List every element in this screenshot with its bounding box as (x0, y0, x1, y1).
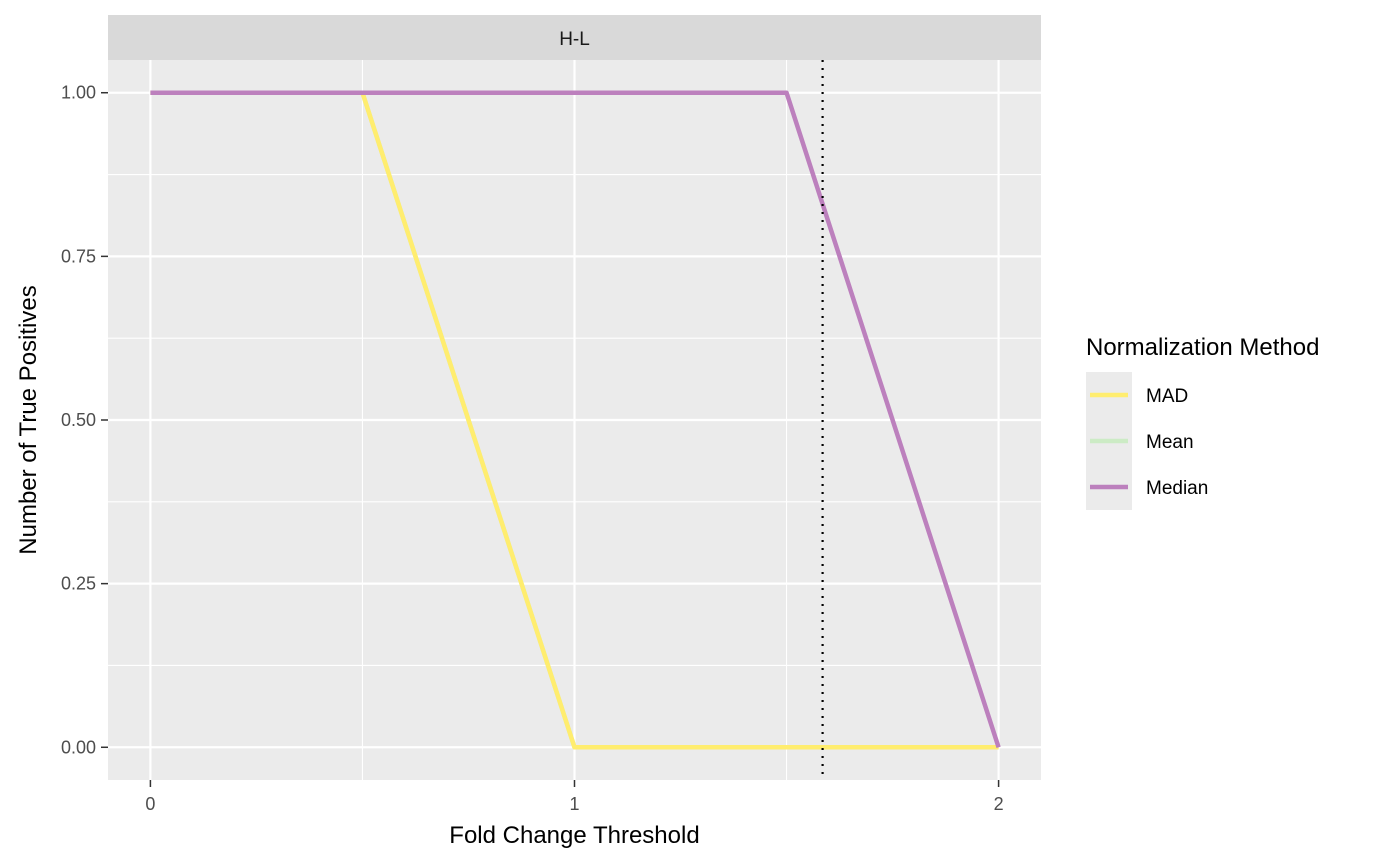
x-axis-title: Fold Change Threshold (449, 822, 699, 849)
x-tick-label: 1 (569, 794, 579, 814)
y-axis-title: Number of True Positives (15, 285, 42, 554)
y-tick-label: 0.50 (61, 410, 96, 430)
legend-label: MAD (1146, 386, 1188, 407)
axes: 0.00 0.25 0.50 0.75 1.00 0 1 2 Fold Change Thres… (15, 83, 1004, 849)
legend: Normalization Method MAD Mean Median (1086, 334, 1319, 510)
facet-label: H-L (559, 29, 590, 50)
x-tick-label: 0 (145, 794, 155, 814)
series-lines (150, 90, 1001, 750)
y-tick-label: 0.00 (61, 737, 96, 757)
strip-background (108, 15, 1041, 60)
y-tick-label: 0.75 (61, 246, 96, 266)
facet-strip: H-L (108, 15, 1041, 60)
y-tick-label: 0.25 (61, 574, 96, 594)
series-line-median (150, 90, 1001, 748)
legend-label: Mean (1146, 432, 1194, 453)
legend-title: Normalization Method (1086, 334, 1319, 361)
legend-label: Median (1146, 478, 1208, 499)
x-tick-label: 2 (994, 794, 1004, 814)
y-tick-label: 1.00 (61, 83, 96, 103)
